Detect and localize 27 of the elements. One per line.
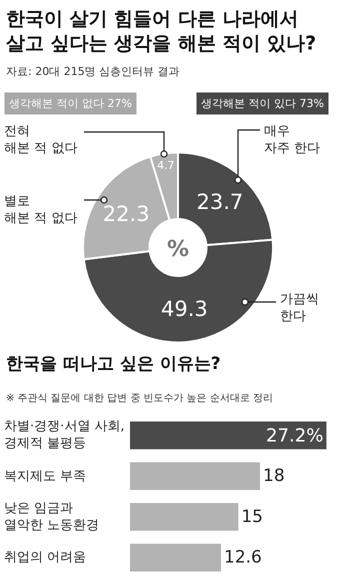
data-label: 22.3: [102, 202, 150, 226]
bar: [130, 462, 260, 490]
chart-title: 한국을 떠나고 싶은 이유는?: [6, 354, 221, 374]
y-tick-label: 차별·경쟁·서열 사회, 경제적 불평등: [4, 419, 125, 451]
slice-label: 매우 자주 한다: [264, 124, 320, 156]
chart-subtitle: 자료: 20대 215명 심층인터뷰 결과: [6, 65, 180, 78]
data-label: 27.2%: [266, 426, 324, 447]
data-label: 49.3: [161, 296, 208, 321]
slice-label: 가끔씩 한다: [280, 292, 319, 324]
slice-label: 전혀 해본 적 없다: [4, 124, 78, 156]
chart-title: 한국이 살기 힘들어 다른 나라에서 살고 싶다는 생각을 해본 적이 있나?: [6, 8, 316, 55]
data-label: 12.6: [224, 548, 262, 568]
bar: [130, 422, 326, 450]
y-tick-label: 낮은 임금과 열악한 노동환경: [4, 501, 100, 533]
bar: [130, 503, 238, 531]
chart-subtitle: ※ 주관식 질문에 대한 답변 중 빈도수가 높은 순서대로 정리: [6, 393, 273, 404]
text: 생각해본 적이 있다 73%: [201, 97, 324, 110]
bar: [130, 544, 221, 572]
slice-label: 별로 해본 적 없다: [4, 194, 78, 226]
y-tick-label: 취업의 어려움: [4, 550, 86, 565]
data-label: 18: [262, 466, 285, 486]
data-label: 15: [241, 506, 263, 527]
data-label: 23.7: [196, 190, 244, 214]
y-tick-label: 복지제도 부족: [4, 469, 86, 484]
text: %: [167, 237, 190, 262]
text: 생각해본 적이 없다 27%: [9, 97, 132, 110]
data-label: 4.7: [157, 159, 175, 172]
